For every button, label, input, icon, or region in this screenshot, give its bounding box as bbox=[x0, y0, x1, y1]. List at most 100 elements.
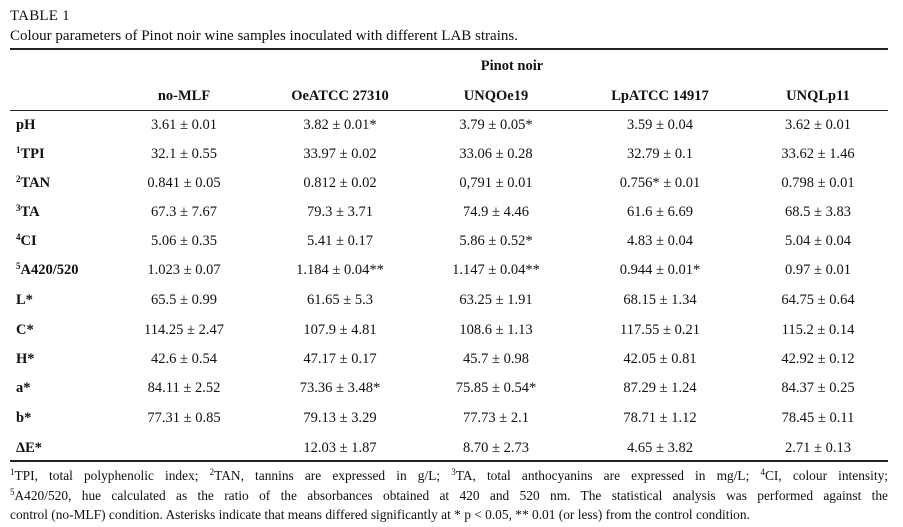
footnote-superscript: 1 bbox=[10, 467, 15, 477]
column-header: no-MLF bbox=[157, 88, 211, 104]
footnote-line-2: 5A420/520, hue calculated as the ratio o… bbox=[10, 486, 888, 506]
table-cell: 84.11 ± 2.52 bbox=[147, 380, 221, 396]
table-cell: 1.023 ± 0.07 bbox=[147, 262, 221, 278]
table-cell: 47.17 ± 0.17 bbox=[303, 351, 377, 367]
table-cell: 33.06 ± 0.28 bbox=[459, 146, 533, 162]
table-cell: 1.147 ± 0.04** bbox=[452, 262, 540, 278]
table-cell: 4.83 ± 0.04 bbox=[627, 233, 693, 249]
table-cell: 64.75 ± 0.64 bbox=[781, 292, 855, 308]
footnote-text: A420/520, hue calculated as the ratio of… bbox=[14, 487, 889, 503]
table-cell: 79.3 ± 3.71 bbox=[307, 204, 373, 220]
table-cell: 12.03 ± 1.87 bbox=[303, 440, 377, 456]
row-label-superscript: 5 bbox=[16, 261, 21, 271]
table-cell: 78.45 ± 0.11 bbox=[781, 410, 855, 426]
row-label-superscript: 1 bbox=[16, 145, 21, 155]
table-cell: 75.85 ± 0.54* bbox=[455, 380, 537, 396]
row-label: C* bbox=[16, 322, 34, 339]
footnote-text: TPI, total polyphenolic index; bbox=[14, 468, 210, 483]
row-label: pH bbox=[16, 117, 35, 134]
table-cell: 68.15 ± 1.34 bbox=[623, 292, 697, 308]
row-label-text: ΔE* bbox=[16, 440, 43, 456]
row-label: b* bbox=[16, 410, 31, 427]
footnote-superscript: 2 bbox=[209, 467, 215, 477]
table-cell: 61.65 ± 5.3 bbox=[307, 292, 373, 308]
row-label-text: a* bbox=[16, 380, 31, 396]
row-label-text: TA bbox=[20, 204, 40, 220]
bottom-rule bbox=[10, 460, 888, 462]
column-header: LpATCC 14917 bbox=[611, 88, 709, 104]
top-rule bbox=[10, 48, 888, 50]
row-label-text: H* bbox=[16, 351, 35, 367]
table-cell: 3.62 ± 0.01 bbox=[785, 117, 851, 133]
table-cell: 117.55 ± 0.21 bbox=[620, 322, 700, 338]
table-cell: 4.65 ± 3.82 bbox=[627, 440, 693, 456]
table-cell: 8.70 ± 2.73 bbox=[463, 440, 529, 456]
table-cell: 42.92 ± 0.12 bbox=[781, 351, 855, 367]
footnote-text: TA, total anthocyanins are expressed in … bbox=[455, 468, 761, 483]
table-cell: 42.05 ± 0.81 bbox=[623, 351, 697, 367]
table-cell: 115.2 ± 0.14 bbox=[781, 322, 855, 338]
table-cell: 63.25 ± 1.91 bbox=[459, 292, 533, 308]
row-label: L* bbox=[16, 292, 33, 309]
row-label-text: A420/520 bbox=[20, 262, 79, 278]
table-cell: 5.41 ± 0.17 bbox=[307, 233, 373, 249]
row-label: 1TPI bbox=[16, 146, 45, 163]
row-label: 4CI bbox=[16, 233, 37, 250]
table-cell: 0.756* ± 0.01 bbox=[619, 175, 701, 191]
row-label: 5A420/520 bbox=[16, 262, 79, 279]
row-label: H* bbox=[16, 351, 35, 368]
row-label-superscript: 3 bbox=[16, 203, 21, 213]
table-cell: 0.841 ± 0.05 bbox=[147, 175, 221, 191]
table-cell: 2.71 ± 0.13 bbox=[785, 440, 851, 456]
row-label-superscript: 4 bbox=[16, 232, 21, 242]
column-header: UNQOe19 bbox=[463, 88, 529, 104]
row-label-text: pH bbox=[16, 117, 36, 133]
table-cell: 5.86 ± 0.52* bbox=[459, 233, 533, 249]
table-cell: 79.13 ± 3.29 bbox=[303, 410, 377, 426]
table-cell: 73.36 ± 3.48* bbox=[299, 380, 381, 396]
table-cell: 108.6 ± 1.13 bbox=[459, 322, 533, 338]
footnote-line-1: 1TPI, total polyphenolic index; 2TAN, ta… bbox=[10, 466, 888, 486]
table-cell: 65.5 ± 0.99 bbox=[151, 292, 217, 308]
row-label-text: TPI bbox=[20, 146, 45, 162]
footnote-superscript: 5 bbox=[10, 486, 15, 497]
row-label-text: CI bbox=[20, 233, 37, 249]
table-cell: 33.97 ± 0.02 bbox=[303, 146, 377, 162]
column-header: UNQLp11 bbox=[786, 88, 850, 104]
table-cell: 74.9 ± 4.46 bbox=[463, 204, 529, 220]
table-cell: 3.82 ± 0.01* bbox=[303, 117, 377, 133]
table-cell: 32.79 ± 0.1 bbox=[627, 146, 693, 162]
table-cell: 3.61 ± 0.01 bbox=[151, 117, 217, 133]
table-cell: 0.97 ± 0.01 bbox=[785, 262, 851, 278]
header-rule bbox=[10, 110, 888, 111]
table-cell: 61.6 ± 6.69 bbox=[627, 204, 693, 220]
table-cell: 1.184 ± 0.04** bbox=[296, 262, 384, 278]
table-cell: 84.37 ± 0.25 bbox=[781, 380, 855, 396]
table-cell: 5.06 ± 0.35 bbox=[151, 233, 217, 249]
row-label-text: TAN bbox=[20, 175, 51, 191]
table-cell: 67.3 ± 7.67 bbox=[151, 204, 217, 220]
table-caption: Colour parameters of Pinot noir wine sam… bbox=[10, 28, 518, 44]
row-label: 2TAN bbox=[16, 175, 50, 192]
footnote-line-3: control (no-MLF) condition. Asterisks in… bbox=[10, 507, 750, 522]
table-cell: 33.62 ± 1.46 bbox=[781, 146, 855, 162]
table-cell: 3.79 ± 0.05* bbox=[459, 117, 533, 133]
column-header: OeATCC 27310 bbox=[291, 88, 389, 104]
table-cell: 5.04 ± 0.04 bbox=[785, 233, 851, 249]
group-header: Pinot noir bbox=[480, 58, 544, 74]
table-cell: 107.9 ± 4.81 bbox=[303, 322, 377, 338]
row-label: 3TA bbox=[16, 204, 40, 221]
table-cell: 114.25 ± 2.47 bbox=[144, 322, 224, 338]
row-label: a* bbox=[16, 380, 31, 397]
row-label-text: b* bbox=[16, 410, 32, 426]
footnote-text: TAN, tannins are expressed in g/L; bbox=[214, 468, 452, 483]
table-cell: 0,791 ± 0.01 bbox=[459, 175, 533, 191]
row-label: ΔE* bbox=[16, 440, 42, 457]
table-cell: 0.798 ± 0.01 bbox=[781, 175, 855, 191]
table-cell: 0.812 ± 0.02 bbox=[303, 175, 377, 191]
table-cell: 68.5 ± 3.83 bbox=[785, 204, 851, 220]
footnote-superscript: 3 bbox=[451, 467, 456, 477]
table-cell: 77.31 ± 0.85 bbox=[147, 410, 221, 426]
row-label-superscript: 2 bbox=[16, 174, 21, 184]
table-cell: 0.944 ± 0.01* bbox=[619, 262, 701, 278]
